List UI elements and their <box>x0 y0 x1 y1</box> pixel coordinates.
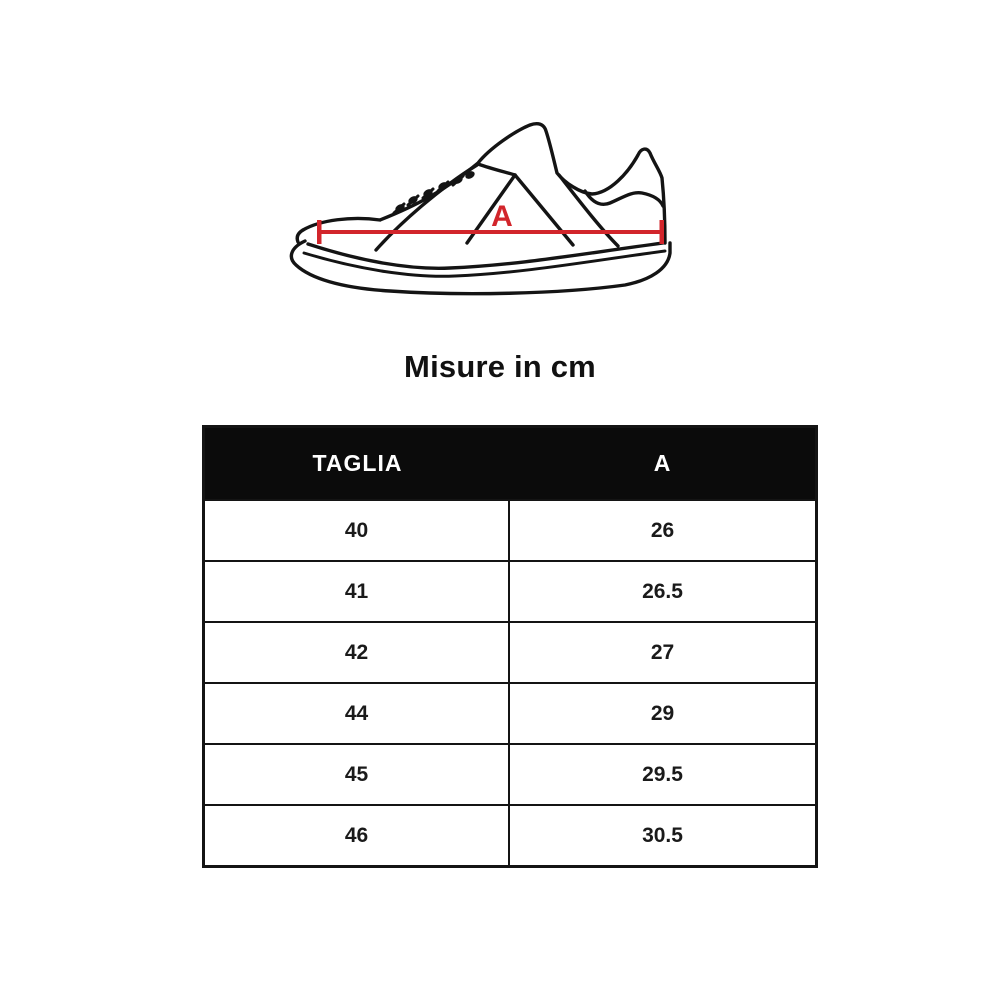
sneaker-diagram-icon: A <box>289 121 672 296</box>
table-row: 46 30.5 <box>205 804 815 865</box>
cell-taglia: 42 <box>205 623 510 682</box>
cell-a: 26.5 <box>642 579 683 603</box>
cell-taglia: 40 <box>205 501 510 560</box>
cell-taglia: 46 <box>205 806 510 865</box>
table-row: 45 29.5 <box>205 743 815 804</box>
sneaker-outline <box>295 121 667 252</box>
cell-taglia: 45 <box>205 745 510 804</box>
table-header-row: TAGLIA A <box>205 428 815 499</box>
cell-taglia: 41 <box>205 562 510 621</box>
cell-a: 29 <box>650 701 675 725</box>
page-title: Misure in cm <box>404 349 596 384</box>
sole <box>289 239 672 296</box>
table-row: 41 26.5 <box>205 560 815 621</box>
shoe-figure: A <box>280 103 700 303</box>
measurement-label: A <box>491 200 513 233</box>
table-row: 40 26 <box>205 499 815 560</box>
measurement-line <box>317 220 664 244</box>
cell-a: 26 <box>650 518 675 542</box>
lace-eyelets <box>392 171 475 215</box>
cell-a: 29.5 <box>642 762 683 786</box>
cell-a: 27 <box>650 640 675 664</box>
cell-taglia: 44 <box>205 684 510 743</box>
table-row: 42 27 <box>205 621 815 682</box>
column-header-taglia: TAGLIA <box>312 450 403 476</box>
cell-a: 30.5 <box>642 823 683 847</box>
column-header-a: A <box>653 450 672 476</box>
size-table: TAGLIA A 40 26 41 26.5 42 27 44 29 45 29… <box>202 425 818 868</box>
table-row: 44 29 <box>205 682 815 743</box>
